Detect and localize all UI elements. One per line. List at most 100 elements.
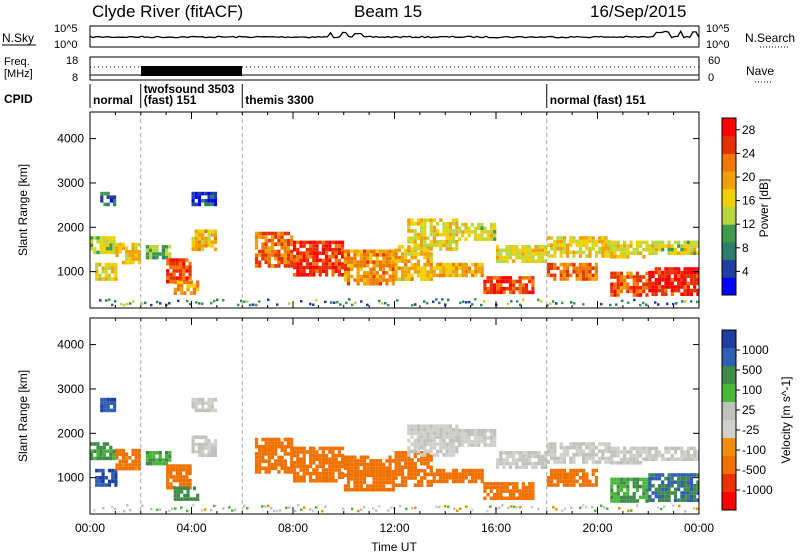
data-cell [309, 457, 313, 461]
data-cell [328, 255, 332, 259]
data-cell [407, 453, 411, 457]
data-cell [578, 483, 582, 487]
data-cell [684, 300, 687, 303]
data-cell [582, 243, 586, 247]
data-cell [464, 273, 468, 278]
data-cell [673, 251, 678, 255]
data-cell [359, 256, 363, 261]
data-cell [309, 471, 313, 476]
data-cell [696, 498, 700, 502]
data-cell [270, 462, 275, 467]
data-cell [388, 466, 392, 470]
data-cell [337, 240, 341, 245]
data-cell [642, 240, 646, 245]
data-cell [635, 457, 639, 461]
data-cell [502, 259, 506, 263]
data-cell [457, 439, 462, 444]
data-cell [604, 254, 608, 258]
data-cell [407, 277, 411, 281]
data-cell [683, 450, 687, 454]
data-cell [489, 230, 494, 234]
data-cell [432, 225, 436, 230]
data-cell [654, 251, 658, 255]
data-cell [537, 248, 541, 253]
data-cell [296, 255, 300, 259]
data-cell [258, 235, 262, 239]
data-cell [293, 446, 297, 451]
y-tick-label: 2000 [57, 426, 84, 440]
data-cell [299, 255, 303, 259]
data-cell [670, 457, 674, 461]
data-cell [416, 218, 420, 222]
data-cell [378, 253, 383, 257]
data-cell [505, 286, 509, 291]
data-cell [528, 252, 532, 256]
data-cell [115, 463, 119, 467]
data-cell [429, 442, 433, 446]
data-cell [290, 437, 294, 442]
data-cell [546, 460, 550, 464]
data-cell [375, 249, 379, 254]
data-cell [416, 259, 421, 263]
data-cell [578, 445, 582, 450]
data-cell [178, 475, 183, 479]
data-cell [207, 240, 211, 244]
cpid-label: CPID [4, 92, 33, 106]
data-cell [404, 255, 408, 260]
data-cell [591, 453, 595, 457]
data-cell [325, 255, 329, 259]
data-cell [309, 508, 312, 511]
data-cell [569, 460, 573, 464]
data-cell [445, 222, 449, 226]
data-cell [505, 245, 509, 249]
data-cell [438, 301, 441, 305]
data-cell [274, 242, 278, 247]
data-cell [328, 475, 332, 479]
data-cell [559, 442, 563, 446]
data-cell [696, 473, 700, 477]
data-cell [448, 428, 452, 432]
data-cell [562, 277, 566, 281]
data-cell [400, 451, 405, 455]
data-cell [410, 273, 414, 278]
data-cell [375, 487, 379, 492]
data-cell [480, 233, 484, 238]
data-cell [588, 479, 592, 484]
data-cell [604, 243, 608, 247]
velocity-colorbar-tick-label: -500 [742, 463, 766, 477]
data-cell [502, 279, 506, 284]
data-cell [413, 438, 417, 443]
data-cell [632, 495, 636, 500]
data-cell [496, 283, 500, 287]
data-cell [283, 238, 287, 243]
data-cell [115, 456, 119, 460]
data-cell [629, 275, 633, 279]
data-cell [461, 266, 465, 270]
data-cell [100, 408, 104, 413]
data-cell [686, 446, 690, 451]
data-cell [172, 276, 176, 280]
data-cell [439, 472, 443, 476]
data-cell [432, 300, 435, 304]
data-cell [626, 488, 630, 492]
data-cell [604, 445, 608, 450]
data-cell [112, 243, 116, 247]
data-cell [683, 278, 687, 282]
data-cell [604, 449, 608, 453]
data-cell [391, 271, 395, 275]
data-cell [657, 285, 662, 289]
data-cell [283, 462, 287, 467]
data-cell [104, 270, 108, 274]
data-cell [182, 272, 186, 277]
data-cell [293, 247, 297, 252]
data-cell [362, 487, 367, 492]
data-cell [183, 497, 187, 501]
data-cell [534, 451, 538, 455]
data-cell [158, 451, 162, 455]
data-cell [445, 449, 449, 454]
data-cell [410, 229, 414, 233]
data-cell [629, 461, 633, 465]
data-cell [562, 453, 566, 457]
data-cell [372, 281, 376, 286]
data-cell [553, 449, 557, 453]
